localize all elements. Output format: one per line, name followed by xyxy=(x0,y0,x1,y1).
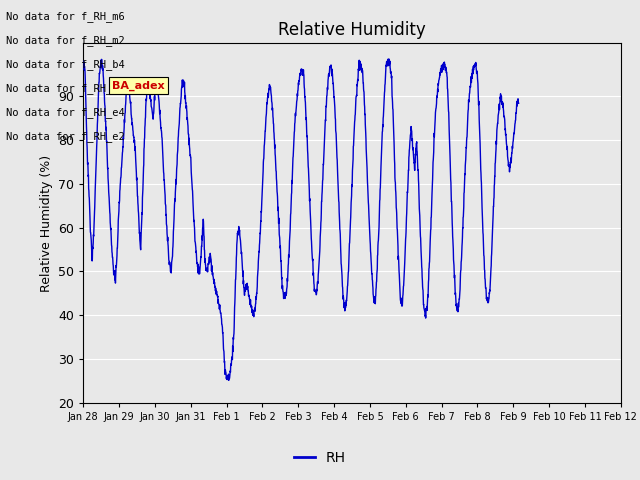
Text: BA_adex: BA_adex xyxy=(112,81,164,91)
Text: No data for f_RH_e4: No data for f_RH_e4 xyxy=(6,107,125,118)
Text: No data for f_RH_m6: No data for f_RH_m6 xyxy=(6,11,125,22)
Text: No data for f_RH_b2: No data for f_RH_b2 xyxy=(6,83,125,94)
Legend: RH: RH xyxy=(289,445,351,471)
Text: No data for f_RH_e2: No data for f_RH_e2 xyxy=(6,131,125,142)
Title: Relative Humidity: Relative Humidity xyxy=(278,21,426,39)
Text: No data for f_RH_m2: No data for f_RH_m2 xyxy=(6,35,125,46)
Y-axis label: Relative Humidity (%): Relative Humidity (%) xyxy=(40,155,52,292)
Text: No data for f_RH_b4: No data for f_RH_b4 xyxy=(6,59,125,70)
